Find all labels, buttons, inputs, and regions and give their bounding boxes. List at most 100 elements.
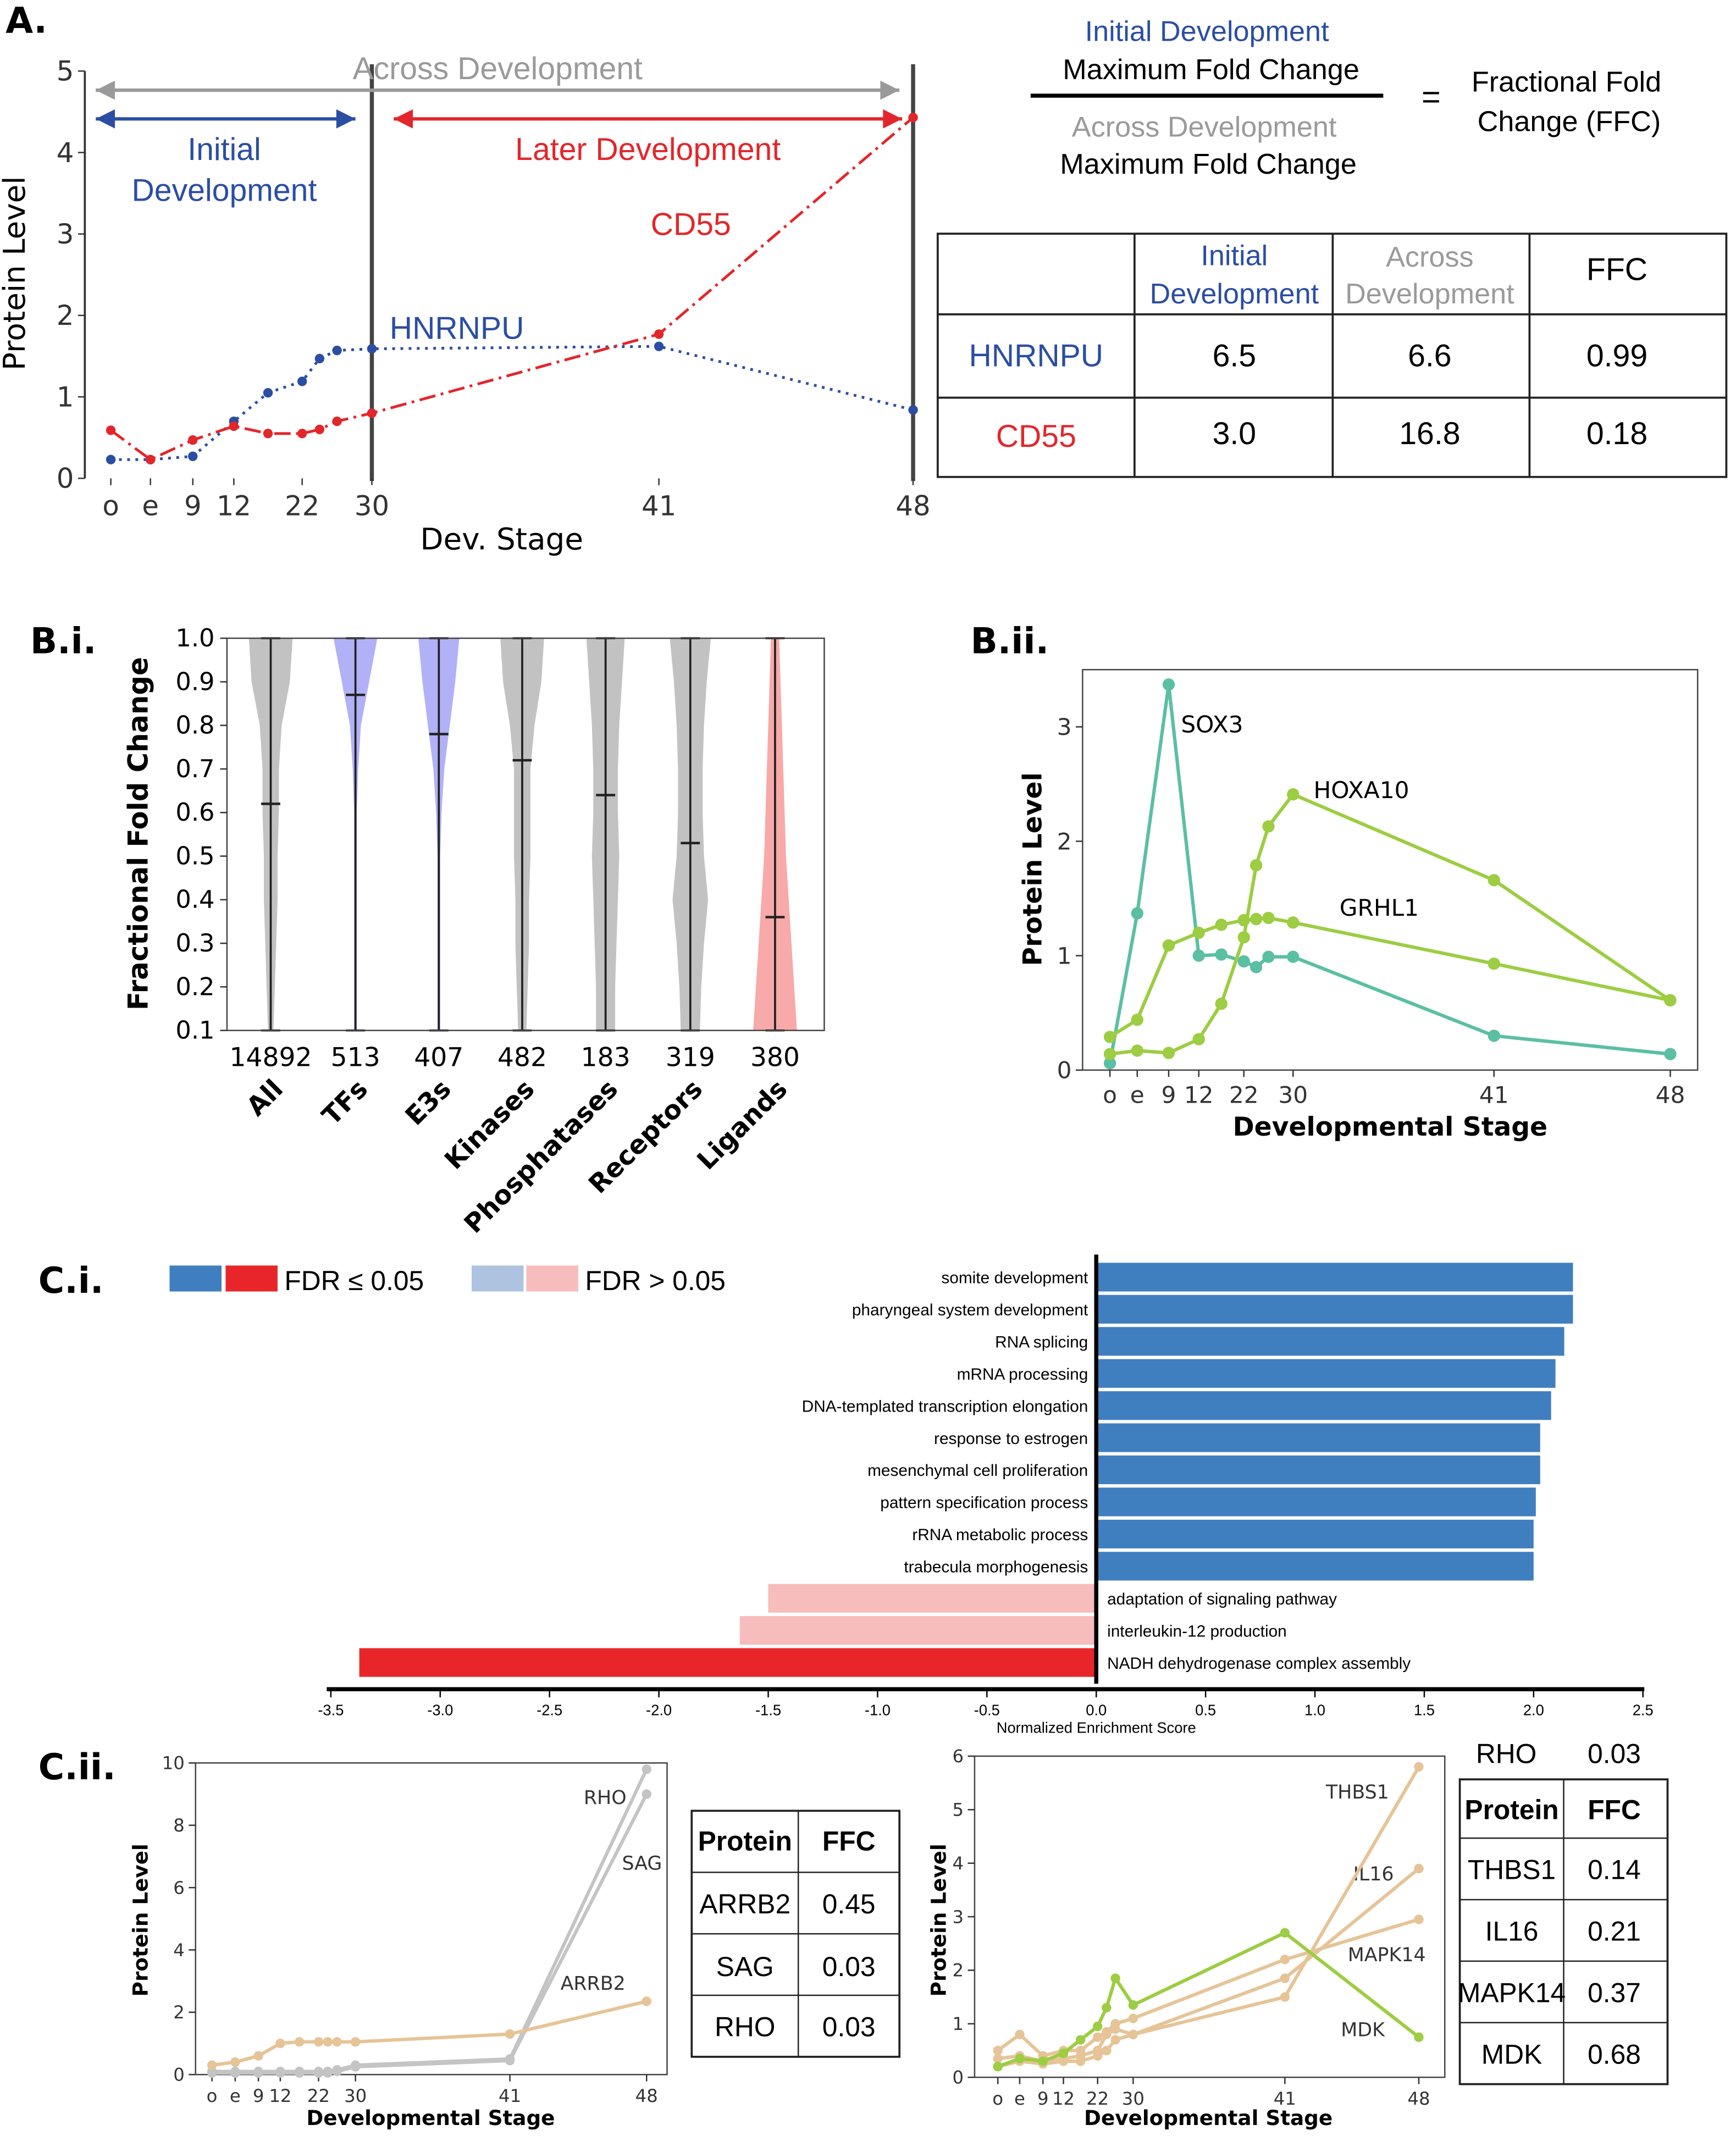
legend-nonsig: FDR > 0.05 bbox=[585, 1265, 726, 1296]
count-label: 319 bbox=[666, 1042, 715, 1072]
bar bbox=[1096, 1359, 1556, 1388]
x-tick-label: -0.5 bbox=[974, 1701, 1000, 1718]
y-tick-label: 4 bbox=[173, 1940, 185, 1961]
category-label: E3s bbox=[400, 1074, 457, 1132]
data-point-grhl1 bbox=[1215, 918, 1228, 931]
x-tick-label: -2.5 bbox=[537, 1701, 562, 1718]
panel-a-annotations: Across Development Initial Development L… bbox=[96, 51, 915, 482]
data-point-sox3 bbox=[1287, 950, 1300, 963]
category-label: Phosphatases bbox=[458, 1074, 624, 1239]
across-label: Across Development bbox=[352, 51, 643, 86]
td-ffc: 0.37 bbox=[1588, 1977, 1641, 2008]
data-point-sox3 bbox=[1262, 950, 1275, 963]
data-point-arrb2 bbox=[642, 1996, 651, 2006]
data-point-cd55 bbox=[188, 435, 198, 445]
x-tick-label: 41 bbox=[1274, 2088, 1296, 2109]
data-point-grhl1 bbox=[1664, 994, 1677, 1007]
later-label: Later Development bbox=[515, 132, 781, 167]
y-tick-label: 0.6 bbox=[175, 798, 214, 827]
data-point-sag bbox=[323, 2068, 333, 2078]
mdk-label: MDK bbox=[1341, 2019, 1385, 2041]
data-point-arrb2 bbox=[275, 2038, 285, 2049]
x-tick-label: 30 bbox=[355, 490, 389, 522]
data-point-mapk14 bbox=[993, 2045, 1003, 2056]
x-tick-label: -3.5 bbox=[318, 1701, 344, 1718]
data-point-arrb2 bbox=[323, 2037, 333, 2047]
bar bbox=[359, 1648, 1097, 1677]
hnrnpu-label: HNRNPU bbox=[390, 311, 524, 346]
thbs1-label: THBS1 bbox=[1325, 1781, 1389, 1803]
plot-frame bbox=[226, 637, 825, 1031]
x-tick-label: -1.0 bbox=[865, 1701, 891, 1718]
bar-label: response to estrogen bbox=[934, 1430, 1088, 1448]
data-point-arrb2 bbox=[505, 2029, 515, 2039]
data-point-mapk14 bbox=[1015, 2029, 1025, 2039]
th-across-2: Development bbox=[1345, 278, 1514, 310]
initial-label-1: Initial bbox=[187, 132, 261, 167]
bar-label: adaptation of signaling pathway bbox=[1107, 1590, 1337, 1608]
data-point-sag bbox=[275, 2068, 285, 2078]
data-point-sag bbox=[230, 2068, 240, 2078]
data-point-thbs1 bbox=[1102, 2045, 1112, 2056]
data-point-hoxa10 bbox=[1488, 874, 1500, 887]
y-tick-label: 5 bbox=[952, 1800, 964, 1820]
data-point-hoxa10 bbox=[1262, 820, 1275, 833]
y-tick-label: 0.8 bbox=[175, 711, 214, 740]
th-protein: Protein bbox=[1464, 1794, 1558, 1825]
th-initial-1: Initial bbox=[1201, 240, 1268, 272]
data-point-hnrnpu bbox=[332, 345, 342, 356]
x-tick-label: 30 bbox=[344, 2085, 367, 2106]
td-ffc: 0.21 bbox=[1588, 1916, 1641, 1947]
y-tick-label: 1.0 bbox=[175, 623, 214, 652]
y-axis-label: Fractional Fold Change bbox=[123, 657, 154, 1010]
y-tick-label: 2 bbox=[952, 1960, 964, 1981]
td-protein: SAG bbox=[716, 1951, 774, 1982]
sox3-label: SOX3 bbox=[1181, 711, 1243, 738]
y-tick-label: 0 bbox=[173, 2065, 185, 2085]
data-point-arrb2 bbox=[253, 2051, 263, 2061]
bar-label: mesenchymal cell proliferation bbox=[867, 1462, 1088, 1480]
data-point-sox3 bbox=[1131, 907, 1143, 920]
y-tick-label: 6 bbox=[952, 1746, 964, 1767]
data-point-sox3 bbox=[1664, 1048, 1677, 1060]
data-point-thbs1 bbox=[1280, 1992, 1290, 2002]
data-point-sag bbox=[332, 2066, 342, 2077]
x-tick-label: 9 bbox=[1037, 2088, 1049, 2109]
data-point-sag bbox=[294, 2068, 305, 2078]
x-tick-label: 22 bbox=[285, 490, 319, 522]
data-point-cd55 bbox=[654, 329, 664, 339]
td-protein: CD55 bbox=[996, 419, 1076, 454]
series-line-hnrnpu bbox=[110, 345, 914, 461]
th-ffc: FFC bbox=[1586, 252, 1647, 287]
x-tick-label: 12 bbox=[269, 2085, 291, 2106]
data-point-cd55 bbox=[145, 455, 156, 464]
eq-den-1: Across Development bbox=[1072, 112, 1337, 143]
initial-label-2: Development bbox=[132, 173, 317, 208]
count-label: 380 bbox=[750, 1042, 800, 1072]
y-tick-label: 1 bbox=[1057, 942, 1072, 969]
x-tick-label: 22 bbox=[1229, 1081, 1259, 1108]
bar bbox=[1096, 1423, 1540, 1452]
data-point-mapk14 bbox=[1075, 2045, 1086, 2056]
y-axis-label: Protein Level bbox=[927, 1844, 951, 1996]
y-tick-label: 1 bbox=[952, 2013, 964, 2034]
data-point-mapk14 bbox=[1110, 2019, 1120, 2029]
eq-den-2: Maximum Fold Change bbox=[1060, 148, 1357, 180]
bar bbox=[739, 1616, 1097, 1645]
data-point-sox3 bbox=[1103, 1057, 1116, 1070]
ffc-table-right: RHO 0.03 Protein FFC THBS1 0.14 IL16 0.2… bbox=[1458, 1738, 1669, 2085]
y-tick-label: 3 bbox=[57, 218, 74, 250]
x-axis-label: Developmental Stage bbox=[1084, 2106, 1333, 2130]
bar-label: mRNA processing bbox=[957, 1365, 1088, 1384]
y-axis-label: Protein Level bbox=[129, 1844, 153, 1996]
th-initial-2: Development bbox=[1150, 278, 1319, 310]
bar bbox=[1096, 1263, 1573, 1292]
eq-num-1: Initial Development bbox=[1085, 16, 1329, 48]
x-tick-label: 22 bbox=[307, 2085, 330, 2106]
data-point-sox3 bbox=[1488, 1030, 1500, 1042]
y-tick-label: 2 bbox=[57, 300, 74, 331]
rho-label: RHO bbox=[584, 1787, 627, 1809]
data-point-hnrnpu bbox=[106, 455, 116, 464]
